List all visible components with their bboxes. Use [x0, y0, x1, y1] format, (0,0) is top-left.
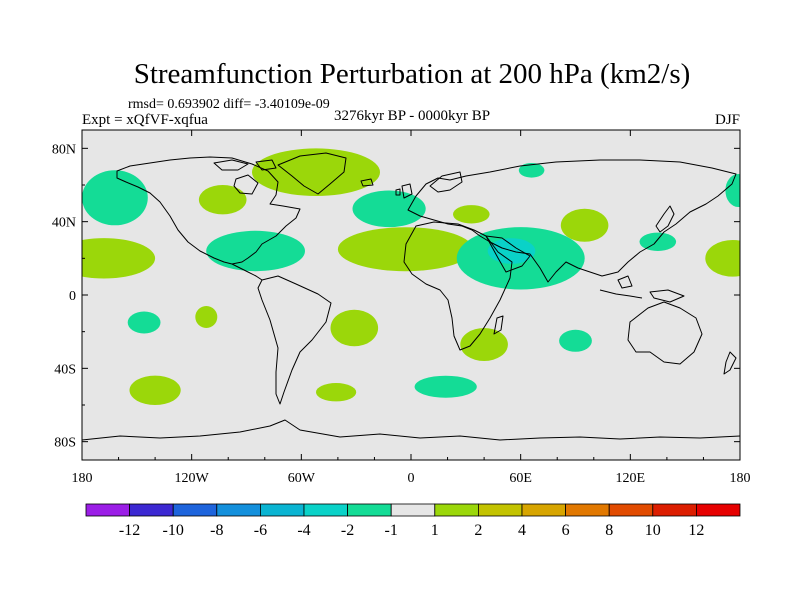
- anomaly-region-2: [82, 238, 156, 279]
- anomaly-region-21: [129, 375, 181, 405]
- y-tick-label: 0: [69, 289, 76, 304]
- colorbar-swatch: [85, 503, 130, 517]
- map-area: 180 120W 60W 0 60E 120E 180 80N 40N 0 40S 80S: [52, 129, 751, 486]
- period-label: 3276kyr BP - 0000kyr BP: [334, 108, 490, 124]
- x-tick-label: 60E: [509, 471, 532, 486]
- x-tick-label: 180: [72, 471, 93, 486]
- coast-indonesia: [599, 275, 685, 303]
- anomaly-region-1: [82, 170, 148, 226]
- colorbar-swatch: [259, 503, 305, 517]
- colorbar-label: -8: [210, 522, 223, 539]
- anomaly-region-13: [639, 232, 677, 251]
- coast-iceland: [360, 178, 374, 187]
- colorbar-label: 8: [605, 522, 613, 539]
- coast-antarctica: [82, 419, 740, 441]
- x-tick-label: 180: [730, 471, 751, 486]
- coast-arctic-islands: [213, 159, 277, 171]
- anomaly-region-22: [316, 383, 357, 402]
- colorbar-swatch: [347, 503, 392, 517]
- x-axis: 180 120W 60W 0 60E 120E 180: [72, 130, 751, 486]
- anomaly-region-17: [195, 306, 218, 328]
- coast-australia: [627, 301, 703, 365]
- colorbar-swatch: [521, 503, 566, 517]
- coastlines: [82, 152, 740, 441]
- axes: 180 120W 60W 0 60E 120E 180 80N 40N 0 40S 80S: [52, 129, 751, 486]
- coast-arabia: [485, 235, 531, 273]
- colorbar-label: 6: [562, 522, 570, 539]
- anomaly-region-14: [705, 240, 740, 277]
- colorbar-label: 10: [645, 522, 661, 539]
- colorbar-label: -4: [297, 522, 310, 539]
- colorbar-swatch: [216, 503, 261, 517]
- colorbar-swatch: [477, 503, 523, 517]
- colorbar-label: -10: [163, 522, 184, 539]
- x-tick-label: 120E: [616, 471, 646, 486]
- colorbar-swatch: [696, 503, 741, 517]
- y-tick-label: 80S: [54, 436, 76, 451]
- colorbar-label: 12: [688, 522, 704, 539]
- colorbar-swatch: [565, 503, 610, 517]
- colorbar-swatch: [129, 503, 174, 517]
- y-axis: 80N 40N 0 40S 80S: [52, 142, 740, 451]
- coast-hudson-bay: [233, 174, 259, 195]
- coast-north-america: [116, 156, 301, 265]
- coast-africa: [403, 221, 513, 351]
- colorbar-label: 1: [431, 522, 439, 539]
- anomaly-region-5: [352, 190, 426, 228]
- coast-scandinavia: [429, 171, 463, 193]
- coast-greenland: [277, 152, 347, 195]
- colorbar: -12 -10 -8 -6 -4 -2 -1 1 2 4 6 8 10 12: [85, 503, 741, 539]
- anomaly-region-16: [127, 311, 161, 334]
- anomaly-region-15: [725, 174, 740, 207]
- x-tick-label: 120W: [175, 471, 210, 486]
- colorbar-label: -6: [254, 522, 267, 539]
- coast-british-isles: [395, 183, 413, 199]
- season-label: DJF: [715, 112, 740, 128]
- colorbar-swatch: [434, 503, 479, 517]
- anomaly-region-4: [252, 148, 380, 196]
- y-tick-label: 40N: [52, 216, 76, 231]
- colorbar-swatch: [303, 503, 348, 517]
- x-tick-label: 0: [408, 471, 415, 486]
- colorbar-label: -12: [119, 522, 140, 539]
- anomaly-region-9: [206, 230, 305, 272]
- coast-japan: [655, 205, 675, 233]
- colorbar-label: -1: [385, 522, 398, 539]
- anomaly-region-18: [330, 309, 379, 347]
- coast-madagascar: [493, 315, 504, 335]
- experiment-label: Expt = xQfVF-xqfua: [82, 112, 208, 128]
- colorbar-label: 2: [474, 522, 482, 539]
- anomaly-region-23: [414, 375, 477, 398]
- y-tick-label: 40S: [54, 362, 76, 377]
- colorbar-swatch: [172, 503, 218, 517]
- colorbar-swatch: [390, 503, 436, 517]
- anomaly-region-3: [198, 185, 247, 215]
- chart-title: Streamfunction Perturbation at 200 hPa (…: [134, 58, 691, 90]
- coast-new-zealand: [723, 351, 737, 375]
- stats-label: rmsd= 0.693902 diff= -3.40109e-09: [128, 97, 330, 112]
- anomaly-region-7: [518, 163, 545, 178]
- x-tick-label: 60W: [288, 471, 316, 486]
- anomaly-region-6: [453, 205, 490, 224]
- colorbar-swatch: [652, 503, 697, 517]
- coast-central-america: [231, 263, 263, 281]
- anomaly-region-20: [559, 329, 592, 352]
- map-background: [82, 130, 740, 460]
- anomaly-region-8: [560, 208, 609, 242]
- colorbar-swatch: [608, 503, 654, 517]
- y-tick-label: 80N: [52, 142, 76, 157]
- colorbar-label: -2: [341, 522, 354, 539]
- coast-south-america: [257, 275, 332, 405]
- colorbar-label: 4: [518, 522, 526, 539]
- anomaly-region-19: [460, 328, 508, 361]
